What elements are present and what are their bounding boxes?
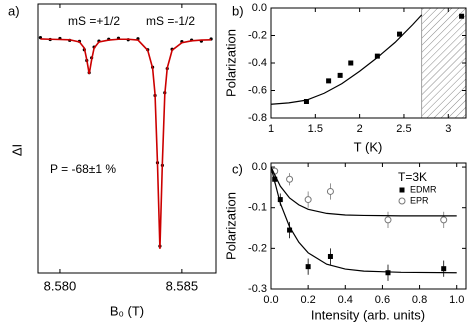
x-tick-label: 2.5: [396, 123, 411, 135]
marker: [326, 187, 334, 195]
y-tick-label: -0.6: [248, 84, 267, 96]
x-tick-label: 1: [268, 123, 274, 135]
fit-line: [270, 166, 457, 274]
y-axis-label: ΔI: [9, 144, 24, 156]
marker: [440, 216, 448, 224]
legend-label: EDMR: [410, 184, 437, 194]
panel-label: b): [232, 3, 244, 18]
x-axis-label: B₀ (T): [110, 303, 144, 318]
legend-marker: [399, 187, 405, 193]
marker: [287, 227, 293, 233]
x-tick-label: 3: [445, 123, 451, 135]
marker: [459, 13, 465, 19]
marker: [441, 266, 447, 272]
x-tick-label: 1.5: [308, 123, 323, 135]
marker: [385, 270, 391, 276]
annotation: P = -68±1 %: [50, 162, 116, 176]
marker: [327, 253, 333, 259]
shaded-region: [421, 7, 467, 119]
marker: [305, 264, 311, 270]
y-tick-label: -0.2: [248, 242, 267, 254]
x-tick-label: 0.2: [300, 294, 315, 306]
x-tick-label: 0.4: [338, 294, 353, 306]
marker: [277, 197, 283, 203]
marker: [348, 60, 354, 66]
annotation: mS =+1/2: [68, 14, 120, 28]
x-axis-label: T (K): [354, 139, 383, 154]
x-axis-label: Intensity (arb. units): [311, 307, 425, 322]
marker: [304, 196, 312, 204]
annotation: mS =-1/2: [146, 14, 195, 28]
x-tick-label: 8.585: [166, 278, 199, 293]
fit-line: [270, 166, 457, 217]
marker: [374, 53, 380, 59]
marker: [326, 78, 332, 84]
x-tick-label: 8.580: [44, 278, 77, 293]
x-tick-label: 0.0: [263, 294, 278, 306]
panel-label: a): [8, 3, 20, 18]
marker: [384, 216, 392, 224]
marker: [286, 175, 294, 183]
legend-label: EPR: [410, 195, 429, 205]
annotation: T=3K: [398, 170, 427, 184]
x-tick-label: 2: [357, 123, 363, 135]
y-tick-label: 0.0: [252, 2, 267, 14]
fit-line: [270, 14, 423, 105]
plot-frame: [37, 3, 217, 274]
x-tick-label: 0.8: [412, 294, 427, 306]
legend-marker: [398, 197, 406, 205]
y-tick-label: -0.4: [248, 57, 267, 69]
marker: [397, 31, 403, 37]
y-tick-label: -0.8: [248, 112, 267, 124]
x-tick-label: 1.0: [449, 294, 464, 306]
x-tick-label: 0.6: [375, 294, 390, 306]
y-axis-label: Polarization: [223, 192, 238, 260]
fit-line: [40, 38, 212, 249]
y-axis-label: Polarization: [223, 29, 238, 97]
marker: [303, 99, 309, 104]
y-tick-label: -0.3: [248, 283, 267, 295]
panel-label: c): [232, 161, 243, 176]
y-tick-label: -0.1: [248, 202, 267, 214]
y-tick-label: 0.0: [252, 161, 267, 173]
marker: [337, 72, 343, 78]
plot-frame: [270, 162, 467, 290]
y-tick-label: -0.2: [248, 29, 267, 41]
